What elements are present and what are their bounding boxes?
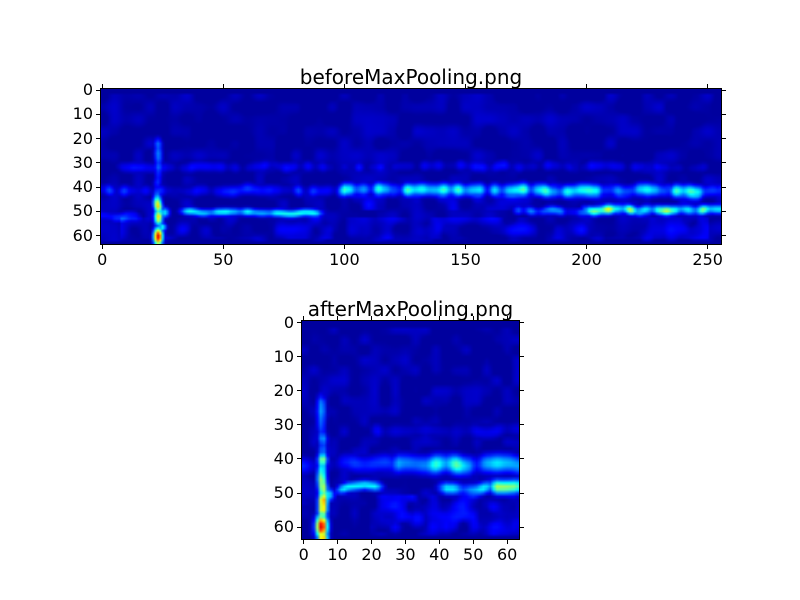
x-tick-mark	[438, 540, 440, 544]
y-tick-mark	[96, 89, 100, 91]
x-tick-mark	[586, 245, 588, 249]
chart-title: beforeMaxPooling.png	[299, 65, 523, 89]
x-tick-label: 50	[463, 545, 484, 564]
y-tick-mark	[96, 235, 100, 237]
x-tick-label: 10	[327, 545, 348, 564]
y-tick-mark-right	[722, 113, 726, 115]
heatmap-before-maxpooling	[101, 89, 721, 244]
y-tick-mark-right	[520, 458, 524, 460]
x-tick-mark-top	[303, 316, 305, 320]
x-tick-label: 0	[97, 250, 108, 269]
y-tick-label: 40	[72, 177, 93, 197]
heatmap-after-maxpooling	[302, 321, 519, 539]
y-tick-label: 30	[273, 415, 294, 435]
x-tick-mark-top	[464, 84, 466, 88]
y-tick-label: 0	[283, 312, 294, 332]
x-tick-mark-top	[586, 84, 588, 88]
y-tick-mark	[297, 356, 301, 358]
x-tick-mark	[404, 540, 406, 544]
y-tick-label: 0	[82, 80, 93, 100]
y-tick-label: 50	[273, 483, 294, 503]
x-tick-label: 40	[429, 545, 450, 564]
y-tick-mark	[297, 390, 301, 392]
x-tick-mark-top	[337, 316, 339, 320]
y-tick-mark	[297, 526, 301, 528]
x-tick-mark	[506, 540, 508, 544]
x-tick-label: 60	[496, 545, 518, 564]
y-tick-mark-right	[520, 322, 524, 324]
x-tick-mark	[707, 245, 709, 249]
y-tick-mark-right	[520, 526, 524, 528]
x-tick-mark-top	[404, 316, 406, 320]
x-tick-label: 0	[298, 545, 309, 564]
y-tick-mark	[96, 138, 100, 140]
x-tick-mark	[343, 245, 345, 249]
y-tick-mark-right	[722, 89, 726, 91]
y-tick-mark-right	[722, 186, 726, 188]
x-tick-mark-top	[101, 84, 103, 88]
y-tick-mark-right	[722, 210, 726, 212]
y-tick-label: 60	[72, 225, 93, 245]
x-tick-mark-top	[506, 316, 508, 320]
y-tick-label: 10	[72, 104, 93, 124]
x-tick-label: 20	[361, 545, 382, 564]
y-tick-mark	[96, 162, 100, 164]
x-tick-mark	[472, 540, 474, 544]
y-tick-label: 50	[72, 201, 93, 221]
x-tick-label: 150	[450, 250, 481, 269]
y-tick-mark	[96, 113, 100, 115]
x-tick-mark	[101, 245, 103, 249]
x-tick-mark	[222, 245, 224, 249]
y-tick-mark-right	[722, 235, 726, 237]
y-tick-mark	[297, 492, 301, 494]
x-tick-mark-top	[222, 84, 224, 88]
y-tick-mark	[297, 424, 301, 426]
chart-title: afterMaxPooling.png	[307, 297, 514, 321]
x-tick-label: 250	[692, 250, 723, 269]
y-tick-mark-right	[520, 492, 524, 494]
x-tick-label: 200	[571, 250, 602, 269]
x-tick-mark-top	[707, 84, 709, 88]
y-tick-label: 40	[273, 449, 294, 469]
y-tick-label: 10	[273, 346, 294, 366]
x-tick-mark	[303, 540, 305, 544]
x-tick-label: 100	[329, 250, 360, 269]
y-tick-mark	[96, 186, 100, 188]
y-tick-mark	[96, 210, 100, 212]
x-tick-mark-top	[438, 316, 440, 320]
y-tick-label: 20	[273, 380, 294, 400]
x-tick-mark-top	[371, 316, 372, 320]
y-tick-mark-right	[722, 138, 726, 140]
x-tick-mark-top	[472, 316, 474, 320]
y-tick-label: 60	[273, 517, 294, 537]
x-tick-mark	[371, 540, 372, 544]
axes-after-maxpooling	[301, 320, 520, 540]
y-tick-mark-right	[520, 356, 524, 358]
x-tick-mark	[337, 540, 339, 544]
y-tick-mark	[297, 458, 301, 460]
x-tick-mark	[464, 245, 466, 249]
y-tick-label: 20	[72, 128, 93, 148]
x-tick-label: 30	[395, 545, 416, 564]
x-tick-mark-top	[343, 84, 345, 88]
y-tick-mark-right	[722, 162, 726, 164]
y-tick-mark-right	[520, 390, 524, 392]
axes-before-maxpooling	[100, 88, 722, 245]
x-tick-label: 50	[213, 250, 234, 269]
y-tick-label: 30	[72, 153, 93, 173]
y-tick-mark-right	[520, 424, 524, 426]
y-tick-mark	[297, 322, 301, 324]
